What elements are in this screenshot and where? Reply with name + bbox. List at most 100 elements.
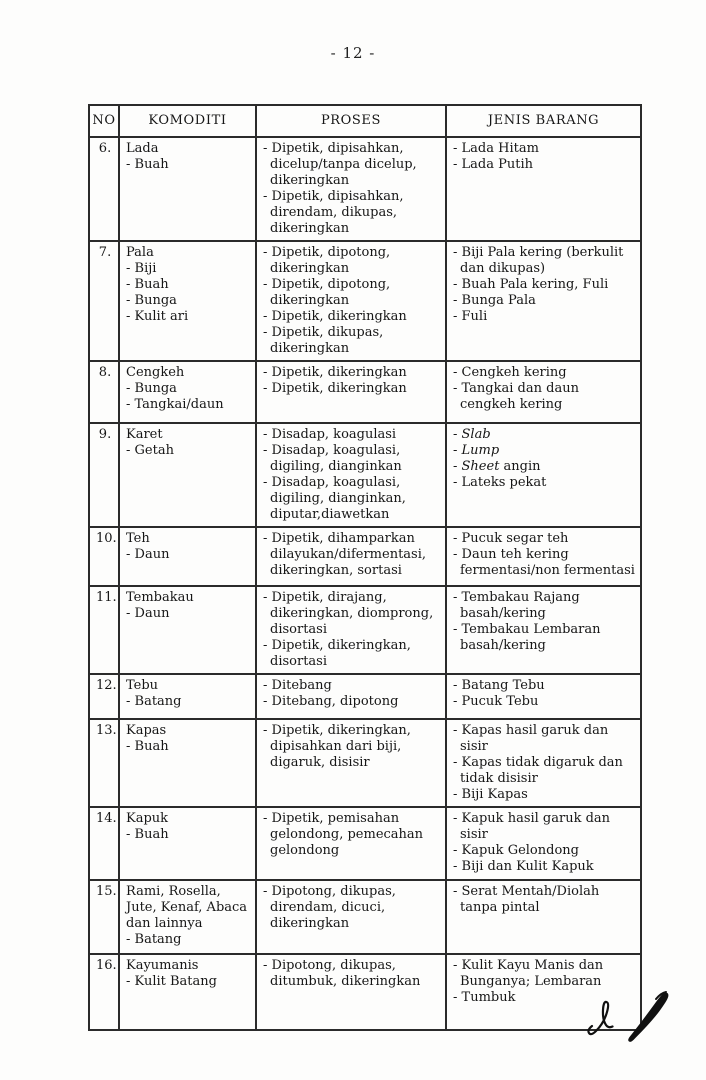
cell-komoditi-line: Rami, Rosella, Jute, Kenaf, Abaca dan la… xyxy=(126,884,248,931)
cell-jenis-barang-line: - Slab xyxy=(453,427,491,442)
cell-jenis-barang-line: - Kapuk Gelondong xyxy=(453,843,579,858)
cell-komoditi-line: - Buah xyxy=(126,277,169,292)
cell-no: 9. xyxy=(88,422,120,528)
cell-proses: - Ditebang - Ditebang, dipotong xyxy=(255,673,447,720)
cell-komoditi-line: - Bunga xyxy=(126,381,177,396)
cell-komoditi-line: Kapas xyxy=(126,723,167,738)
table-row: 15. Rami, Rosella, Jute, Kenaf, Abaca dan… xyxy=(88,879,642,955)
cell-jenis-barang-line: - Tangkai dan daun cengkeh kering xyxy=(453,381,579,412)
cell-proses-line: - Dipetik, dipisahkan, direndam, dikupas… xyxy=(263,189,404,236)
cell-komoditi-line: - Kulit ari xyxy=(126,309,189,324)
cell-proses-line: - Dipetik, pemisahan gelondong, pemecaha… xyxy=(263,811,424,858)
cell-jenis-barang-line: - Biji Kapas xyxy=(453,787,528,802)
cell-komoditi: Kapuk - Buah xyxy=(118,806,257,881)
cell-proses-line: - Dipetik, dipisahkan, dicelup/tanpa dic… xyxy=(263,141,417,188)
cell-komoditi-line: - Kulit Batang xyxy=(126,974,217,989)
cell-komoditi-line: - Buah xyxy=(126,157,169,172)
cell-komoditi-line: - Buah xyxy=(126,739,169,754)
table-row: 7. Pala - Biji - Buah - Bunga - Kulit ari - Di… xyxy=(88,240,642,362)
cell-komoditi: Tebu - Batang xyxy=(118,673,257,720)
cell-jenis-barang: - Serat Mentah/Diolah tanpa pintal xyxy=(445,879,642,955)
cell-no: 15. xyxy=(88,879,120,955)
table-row: 11. Tembakau - Daun - Dipetik, dirajang, di… xyxy=(88,585,642,675)
handwritten-initials-icon xyxy=(587,991,669,1042)
cell-proses-line: - Dipetik, dipotong, dikeringkan xyxy=(263,245,391,276)
cell-no: 14. xyxy=(88,806,120,881)
cell-proses-line: - Dipotong, dikupas, ditumbuk, dikeringk… xyxy=(263,958,421,989)
table-row: 6. Lada - Buah - Dipetik, dipisahkan, dicel… xyxy=(88,136,642,242)
cell-jenis-barang-line: - Tumbuk xyxy=(453,990,516,1005)
cell-proses: - Dipetik, pemisahan gelondong, pemecaha… xyxy=(255,806,447,881)
cell-komoditi: Tembakau - Daun xyxy=(118,585,257,675)
header-jenis-barang: JENIS BARANG xyxy=(445,104,642,138)
cell-jenis-barang-line: - Biji Pala kering (berkulit dan dikupas… xyxy=(453,245,624,276)
cell-komoditi: Cengkeh - Bunga - Tangkai/daun xyxy=(118,360,257,424)
cell-komoditi-line: Karet xyxy=(126,427,163,442)
cell-no: 12. xyxy=(88,673,120,720)
table-row: 12. Tebu - Batang - Ditebang - Ditebang, dip… xyxy=(88,673,642,720)
cell-no: 8. xyxy=(88,360,120,424)
cell-komoditi: Teh - Daun xyxy=(118,526,257,587)
cell-proses: - Dipetik, dihamparkan dilayukan/diferme… xyxy=(255,526,447,587)
table-row: 8. Cengkeh - Bunga - Tangkai/daun - Dipetik,… xyxy=(88,360,642,424)
cell-no: 16. xyxy=(88,953,120,1031)
cell-komoditi: Rami, Rosella, Jute, Kenaf, Abaca dan la… xyxy=(118,879,257,955)
cell-komoditi: Kayumanis - Kulit Batang xyxy=(118,953,257,1031)
cell-jenis-barang-line: - Bunga Pala xyxy=(453,293,536,308)
cell-jenis-barang-line: - Buah Pala kering, Fuli xyxy=(453,277,609,292)
table-row: 9. Karet - Getah - Disadap, koagulasi - Disa… xyxy=(88,422,642,528)
cell-proses-line: - Dipetik, dikupas, dikeringkan xyxy=(263,325,384,356)
cell-komoditi-line: - Batang xyxy=(126,694,182,709)
cell-proses-line: - Dipetik, dikeringkan, disortasi xyxy=(263,638,411,669)
cell-proses-line: - Dipetik, dikeringkan xyxy=(263,381,407,396)
cell-komoditi-line: Teh xyxy=(126,531,150,546)
table-header-row: NO KOMODITI PROSES JENIS BARANG xyxy=(88,104,642,138)
cell-komoditi-line: Pala xyxy=(126,245,154,260)
cell-komoditi: Kapas - Buah xyxy=(118,718,257,808)
cell-komoditi-line: - Getah xyxy=(126,443,174,458)
cell-proses-line: - Disadap, koagulasi, digiling, diangink… xyxy=(263,443,402,474)
cell-jenis-barang: - Tembakau Rajang basah/kering - Tembakau… xyxy=(445,585,642,675)
cell-komoditi-line: Lada xyxy=(126,141,159,156)
cell-komoditi: Pala - Biji - Buah - Bunga - Kulit ari xyxy=(118,240,257,362)
cell-proses-line: - Dipotong, dikupas, direndam, dicuci, d… xyxy=(263,884,396,931)
cell-proses-line: - Dipetik, dikeringkan xyxy=(263,365,407,380)
header-no: NO xyxy=(88,104,120,138)
cell-proses-line: - Dipetik, dirajang, dikeringkan, diompr… xyxy=(263,590,434,637)
cell-jenis-barang: - Batang Tebu - Pucuk Tebu xyxy=(445,673,642,720)
cell-proses-line: - Dipetik, dikeringkan, dipisahkan dari … xyxy=(263,723,411,770)
cell-jenis-barang-line: - Lateks pekat xyxy=(453,475,547,490)
commodity-table: NO KOMODITI PROSES JENIS BARANG 6. Lada - … xyxy=(88,104,642,1031)
cell-jenis-barang-line: - Lump xyxy=(453,443,500,458)
cell-no: 10. xyxy=(88,526,120,587)
table-row: 14. Kapuk - Buah - Dipetik, pemisahan gelon… xyxy=(88,806,642,881)
page-number: - 12 - xyxy=(330,44,376,62)
header-komoditi: KOMODITI xyxy=(118,104,257,138)
cell-jenis-barang-line: - Daun teh kering fermentasi/non ferment… xyxy=(453,547,635,578)
table-row: 16. Kayumanis - Kulit Batang - Dipotong, di… xyxy=(88,953,642,1031)
cell-komoditi: Karet - Getah xyxy=(118,422,257,528)
cell-proses-line: - Dipetik, dikeringkan xyxy=(263,309,407,324)
cell-jenis-barang: - Pucuk segar teh - Daun teh kering ferme… xyxy=(445,526,642,587)
cell-jenis-barang-line: - Serat Mentah/Diolah tanpa pintal xyxy=(453,884,600,915)
cell-jenis-barang: - Kapuk hasil garuk dan sisir - Kapuk Gel… xyxy=(445,806,642,881)
cell-proses: - Dipetik, dikeringkan - Dipetik, dikerin… xyxy=(255,360,447,424)
cell-komoditi-line: - Buah xyxy=(126,827,169,842)
cell-komoditi-line: Tembakau xyxy=(126,590,194,605)
cell-komoditi: Lada - Buah xyxy=(118,136,257,242)
cell-komoditi-line: - Daun xyxy=(126,606,170,621)
cell-jenis-barang-line: - Pucuk Tebu xyxy=(453,694,539,709)
cell-proses-line: - Dipetik, dihamparkan dilayukan/diferme… xyxy=(263,531,427,578)
cell-jenis-barang: - Kapas hasil garuk dan sisir - Kapas tid… xyxy=(445,718,642,808)
cell-jenis-barang: - Kulit Kayu Manis dan Bunganya; Lembara… xyxy=(445,953,642,1031)
cell-jenis-barang-line: - Lada Hitam xyxy=(453,141,539,156)
cell-proses: - Disadap, koagulasi - Disadap, koagulasi… xyxy=(255,422,447,528)
cell-jenis-barang-line: - Kapas tidak digaruk dan tidak disisir xyxy=(453,755,623,786)
cell-proses: - Dipetik, dirajang, dikeringkan, diompr… xyxy=(255,585,447,675)
cell-proses-line: - Ditebang xyxy=(263,678,332,693)
cell-jenis-barang: - Cengkeh kering - Tangkai dan daun cengk… xyxy=(445,360,642,424)
cell-proses-line: - Dipetik, dipotong, dikeringkan xyxy=(263,277,391,308)
header-proses: PROSES xyxy=(255,104,447,138)
cell-proses: - Dipotong, dikupas, ditumbuk, dikeringk… xyxy=(255,953,447,1031)
